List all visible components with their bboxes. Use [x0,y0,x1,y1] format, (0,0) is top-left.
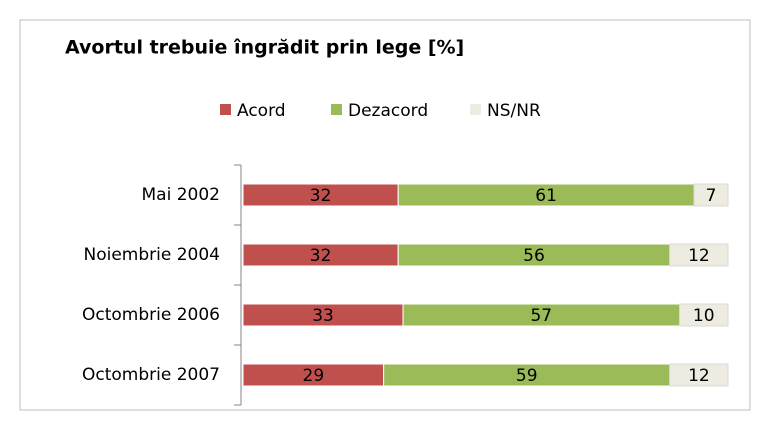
y-tick-label: Octombrie 2007 [82,365,220,385]
legend-swatch [220,104,231,115]
chart-border [19,19,751,411]
y-tick-label: Mai 2002 [142,185,220,205]
legend-swatch [331,104,342,115]
data-label: 10 [693,306,715,326]
bar-segment [669,363,729,387]
legend-swatch [470,104,481,115]
data-label: 7 [706,186,717,206]
data-label: 61 [535,186,557,206]
data-label: 56 [523,246,545,266]
data-label: 29 [303,366,325,386]
bar-segment [679,303,729,327]
y-tick-label: Octombrie 2006 [82,305,220,325]
bar-segment [693,183,729,207]
data-label: 32 [310,186,332,206]
y-tick-label: Noiembrie 2004 [84,245,221,265]
bar-segment [669,243,729,267]
legend-label: Dezacord [348,101,428,121]
data-label: 12 [688,246,710,266]
data-label: 59 [516,366,538,386]
legend-label: Acord [237,101,286,121]
data-label: 33 [312,306,334,326]
data-label: 12 [688,366,710,386]
chart-title: Avortul trebuie îngrădit prin lege [%] [65,37,464,59]
data-label: 32 [310,246,332,266]
data-label: 57 [530,306,552,326]
legend-label: NS/NR [487,101,541,121]
